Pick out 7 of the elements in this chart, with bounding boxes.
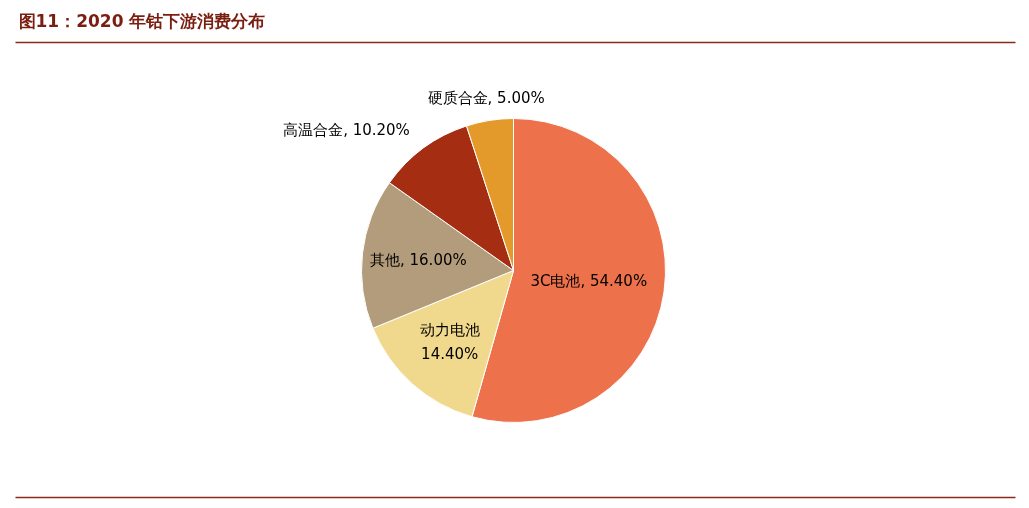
slice-label: 硬质合金, 5.00% <box>427 88 545 107</box>
slice-label: 动力电池 <box>419 321 480 340</box>
data-label: 14.40% <box>421 344 479 363</box>
text: 图11：2020 年钴下游消费分布 <box>18 10 266 31</box>
slice-label: 3C电池, 54.40% <box>530 271 648 290</box>
slice-label: 高温合金, 10.20% <box>283 120 410 139</box>
slice-label: 其他, 16.00% <box>369 250 467 269</box>
